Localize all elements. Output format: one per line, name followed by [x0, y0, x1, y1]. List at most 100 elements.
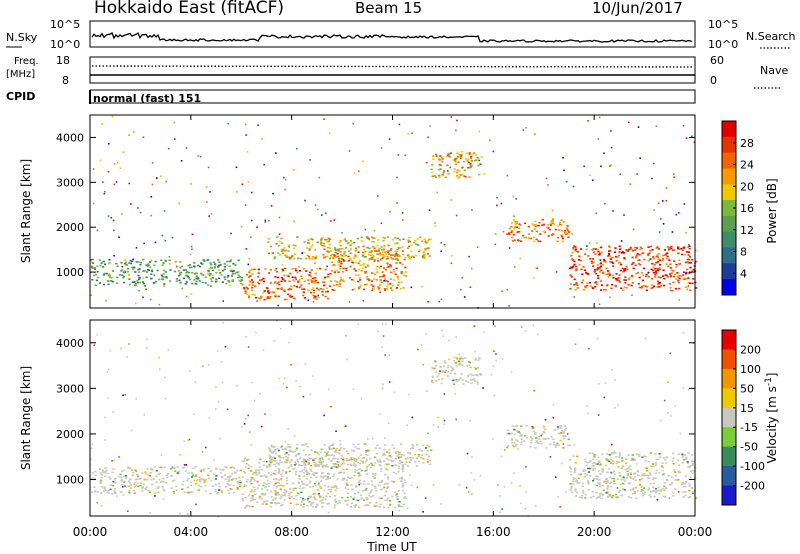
velocity-cell [346, 504, 349, 506]
power-cell [450, 116, 452, 118]
power-cell [573, 278, 576, 281]
velocity-cell [340, 464, 343, 466]
velocity-cell [574, 467, 577, 469]
power-cell [386, 255, 389, 258]
velocity-cell [545, 447, 548, 449]
power-cell [188, 278, 192, 281]
velocity-cell [656, 499, 659, 501]
power-ytick-label: 4000 [56, 131, 84, 144]
power-colorbar-swatch [722, 263, 736, 280]
velocity-cell [191, 472, 194, 474]
velocity-cell [513, 428, 516, 431]
velocity-cell [265, 503, 268, 505]
power-cell [644, 285, 647, 288]
power-cell [420, 240, 424, 243]
velocity-cell [474, 357, 477, 360]
power-cell [515, 222, 518, 224]
power-cell [528, 237, 531, 239]
velocity-cell [131, 469, 134, 471]
velocity-cell [227, 480, 230, 482]
power-cell [330, 270, 333, 272]
power-cell [283, 298, 286, 301]
power-cell [573, 263, 576, 266]
power-cell [98, 282, 101, 284]
power-cell [357, 262, 360, 265]
power-cell [120, 270, 123, 272]
power-cell [250, 279, 254, 281]
power-cell [336, 252, 339, 255]
power-cell [595, 268, 598, 271]
velocity-cell [401, 468, 404, 471]
power-cell [295, 269, 298, 272]
velocity-cell [329, 454, 332, 457]
velocity-cell [103, 487, 106, 490]
velocity-cell [353, 462, 356, 465]
velocity-cell [395, 451, 398, 453]
velocity-cell [274, 449, 277, 452]
velocity-cell [394, 472, 397, 475]
power-cell [296, 148, 298, 150]
power-cell [457, 161, 460, 163]
velocity-cell [199, 479, 202, 481]
power-cell [370, 250, 373, 252]
velocity-cell [293, 497, 296, 500]
velocity-cell [690, 487, 694, 490]
power-cell [137, 268, 140, 271]
power-cell [600, 280, 603, 282]
power-cell [366, 265, 370, 267]
power-cell [353, 241, 356, 244]
power-cell [187, 264, 190, 267]
velocity-cell [335, 451, 338, 453]
power-cell [264, 268, 267, 270]
velocity-cell [345, 450, 348, 452]
power-cell [271, 291, 274, 293]
velocity-cell [93, 344, 95, 346]
velocity-cell [582, 490, 585, 492]
power-cell [606, 284, 609, 286]
velocity-cell [119, 491, 122, 494]
power-cell [173, 121, 176, 124]
velocity-cell [171, 480, 174, 482]
velocity-cell [384, 490, 387, 493]
power-cell [359, 264, 362, 266]
velocity-cell [267, 447, 271, 449]
power-cell [137, 274, 140, 277]
velocity-cell [544, 418, 547, 421]
power-cell [656, 280, 659, 283]
velocity-cell [493, 350, 495, 352]
velocity-cell [245, 504, 249, 507]
power-cell [637, 283, 640, 285]
power-cell [611, 283, 614, 286]
velocity-cell [290, 464, 293, 466]
velocity-cell [510, 371, 513, 373]
power-cell [473, 159, 476, 162]
velocity-cell [201, 478, 204, 481]
velocity-cell [346, 483, 349, 486]
velocity-cell [621, 465, 624, 467]
power-cell [641, 285, 644, 288]
velocity-cell [345, 500, 348, 502]
power-cell [615, 255, 618, 258]
velocity-cell [137, 474, 140, 477]
power-cell [560, 224, 563, 226]
power-cell [560, 219, 563, 221]
velocity-cell [386, 486, 390, 489]
velocity-cell [152, 478, 155, 480]
velocity-cell [317, 484, 320, 486]
velocity-cell [324, 498, 327, 500]
power-cell [594, 272, 598, 275]
velocity-cell [642, 492, 645, 495]
velocity-cell [615, 456, 618, 458]
velocity-cell [259, 458, 262, 460]
power-cell [150, 277, 153, 280]
velocity-cell [394, 458, 397, 460]
power-cell [371, 240, 374, 243]
velocity-cell [353, 492, 356, 495]
power-cell [324, 268, 327, 271]
velocity-cell [229, 475, 232, 477]
velocity-cell [447, 366, 450, 369]
power-cell [124, 270, 127, 272]
velocity-cell [388, 463, 391, 466]
velocity-cell [321, 466, 325, 468]
velocity-cell [170, 468, 173, 470]
